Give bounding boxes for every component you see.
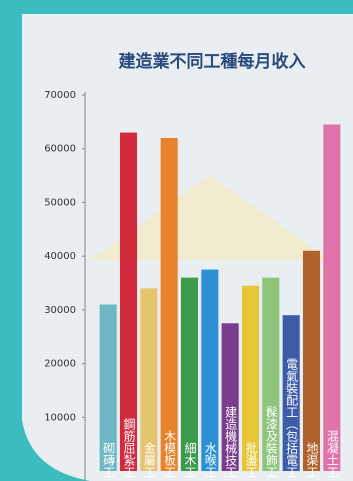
bar — [262, 277, 280, 471]
bar-label: 電氣裝配工（包括電工 — [285, 358, 299, 478]
bar-label: 鋼筋屈紮工 — [122, 418, 136, 478]
bar — [160, 137, 178, 471]
bar-label: 水喉工 — [203, 442, 217, 478]
bar-label: 混凝土工 — [325, 430, 339, 478]
chart-title: 建造業不同工種每月收入 — [119, 51, 306, 72]
bar-label: 木模板工 — [163, 430, 177, 478]
bar — [201, 269, 219, 471]
bar-label: 髹漆及裝飾工 — [264, 406, 278, 478]
bar — [302, 250, 321, 471]
y-tick-label: 70000 — [44, 90, 76, 101]
bar-label: 地渠工 — [305, 442, 319, 478]
bar-label: 批盪工 — [244, 441, 258, 478]
bar-label: 細木工 — [183, 442, 197, 478]
bar — [99, 304, 117, 471]
bar — [241, 285, 260, 471]
bar — [221, 323, 239, 471]
y-tick-label: 50000 — [44, 197, 76, 208]
y-tick-label: 20000 — [44, 359, 76, 370]
bar — [282, 315, 300, 471]
y-tick-label: 40000 — [44, 251, 76, 262]
bar-label: 建造機械技工 — [224, 406, 238, 478]
bar-label: 砌磚工 — [102, 442, 116, 478]
bar — [180, 277, 199, 471]
y-tick-label: 30000 — [44, 305, 76, 316]
bar — [119, 132, 138, 471]
y-tick-label: 60000 — [44, 144, 76, 155]
background-shape — [90, 175, 330, 260]
bar — [140, 288, 158, 471]
bar — [323, 124, 341, 472]
y-tick-label: 10000 — [44, 412, 76, 423]
bar-label: 金屬工 — [142, 441, 156, 478]
